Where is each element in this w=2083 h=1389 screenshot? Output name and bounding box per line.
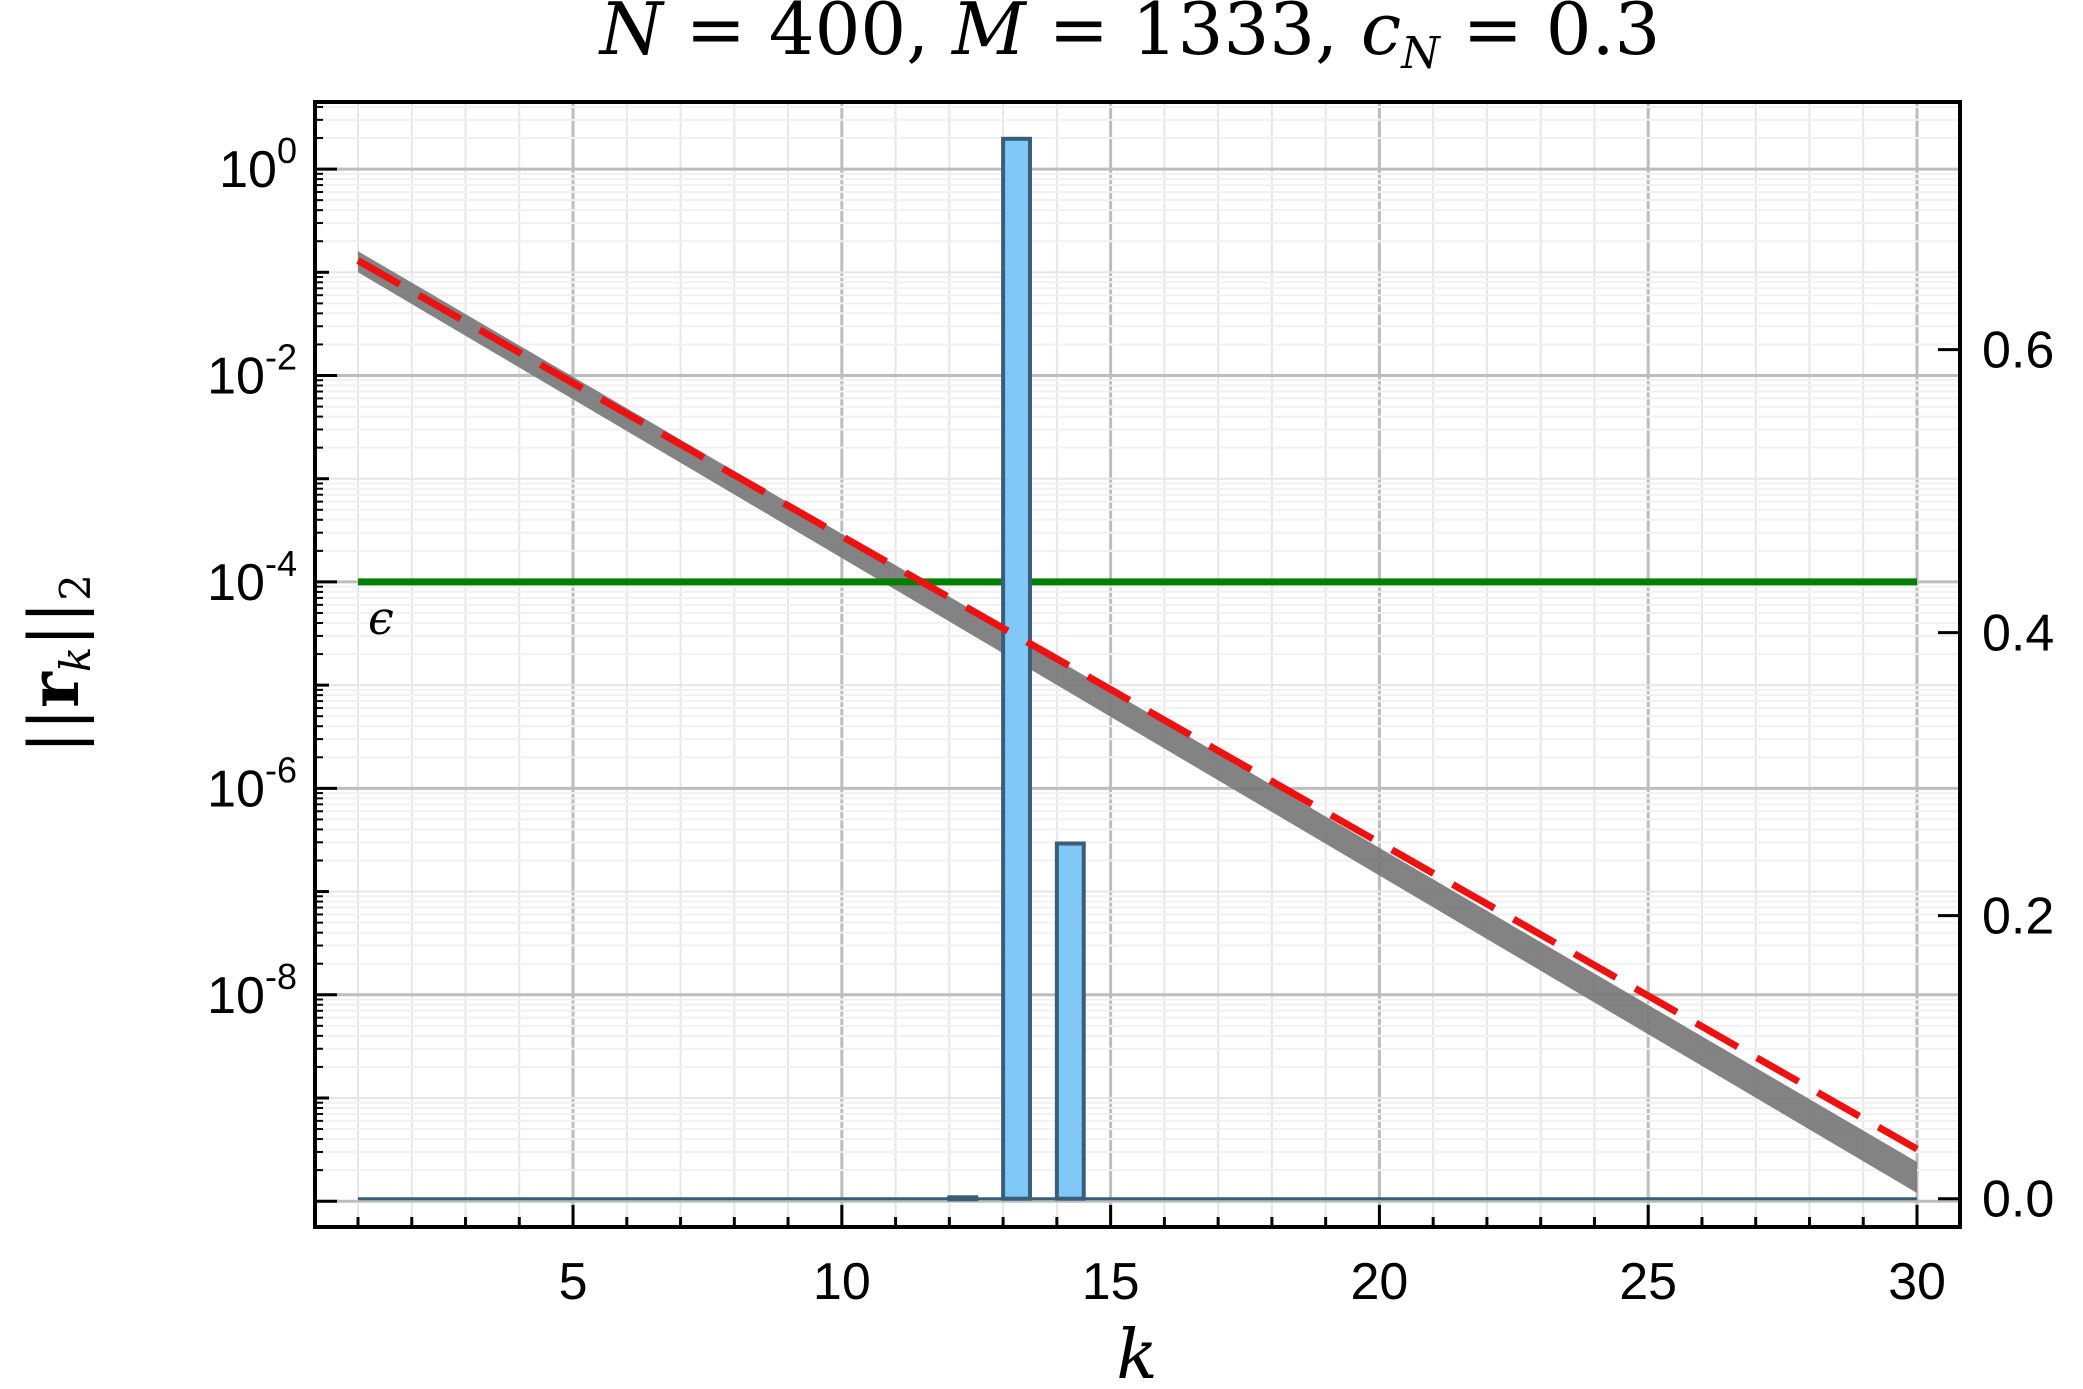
theoretical-rate-line (356, 257, 1919, 1153)
y-right-tick-label: 0.6 (1982, 322, 2054, 380)
plot-area: ϵ (313, 100, 1962, 1229)
bars (358, 136, 1917, 1202)
residual-band (358, 251, 1917, 1194)
y-left-tick-label: 10-8 (207, 956, 297, 1025)
y-left-tick-label: 10-4 (207, 543, 297, 612)
y-axis-label: ||rk||2 (15, 574, 100, 754)
bar-k-13 (1001, 136, 1032, 1201)
x-tick-label: 30 (1888, 1253, 1946, 1311)
y-right-tick-label: 0.0 (1982, 1171, 2054, 1229)
x-tick-label: 10 (813, 1253, 871, 1311)
y-axis-left: 100 10-2 10-4 10-6 10-8 (207, 105, 337, 1203)
x-axis-label: k (1116, 1316, 1157, 1389)
x-tick-label: 20 (1350, 1253, 1408, 1311)
plot-frame (313, 100, 1962, 1229)
y-right-tick-label: 0.4 (1982, 605, 2054, 663)
x-tick-label: 25 (1619, 1253, 1677, 1311)
x-tick-label: 15 (1082, 1253, 1140, 1311)
chart-title: N = 400, M = 1333, cN = 0.3 (598, 0, 1661, 79)
y-right-tick-label: 0.2 (1982, 888, 2054, 946)
bar-k-12 (947, 1195, 979, 1202)
y-left-tick-label: 10-2 (207, 337, 297, 406)
y-left-tick-label: 10-6 (207, 749, 297, 818)
y-left-tick-label: 100 (219, 130, 297, 199)
epsilon-label: ϵ (368, 591, 394, 645)
y-axis-right: 0.0 0.2 0.4 0.6 (1938, 322, 2054, 1229)
bar-k-14 (1054, 841, 1086, 1201)
x-tick-label: 5 (559, 1253, 588, 1311)
x-axis: 5 10 15 20 25 30 (356, 1205, 1946, 1311)
